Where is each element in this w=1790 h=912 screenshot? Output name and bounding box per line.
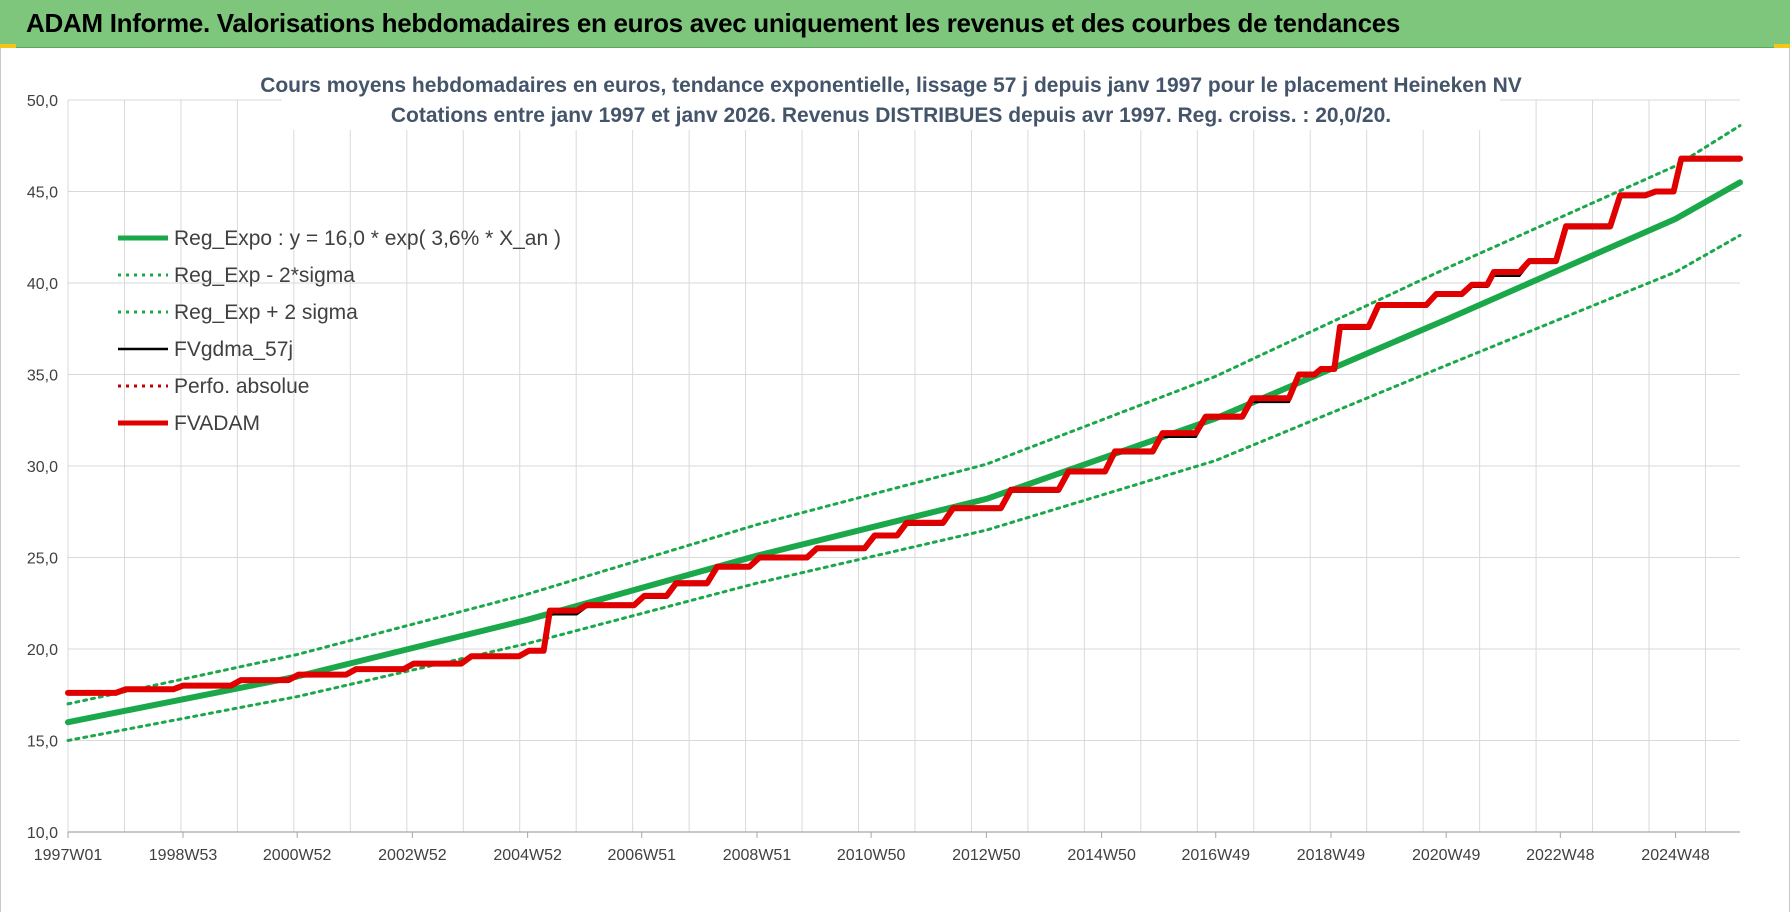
series-line-reg-exp	[66, 233, 1742, 742]
report-title: ADAM Informe. Valorisations hebdomadaire…	[26, 8, 1401, 38]
y-tick-label: 45,0	[27, 185, 58, 202]
title-background	[282, 66, 1500, 130]
x-tick-label: 2004W52	[493, 847, 562, 864]
series-line-reg-exp	[66, 124, 1742, 706]
corner-mark-top-left	[0, 44, 16, 48]
series-line-fvadam	[65, 155, 1743, 696]
legend-label: FVgdma_57j	[174, 338, 293, 361]
legend-label: Reg_Exp - 2*sigma	[174, 264, 355, 287]
y-tick-label: 40,0	[27, 276, 58, 293]
x-axis-ticks: 1997W01 1998W53 2000W52 2002W52 2004W52 2006W…	[34, 831, 1740, 864]
series-layer	[65, 124, 1743, 742]
y-tick-label: 50,0	[27, 93, 58, 110]
legend-label: FVADAM	[174, 412, 260, 435]
y-tick-label: 35,0	[27, 368, 58, 385]
x-tick-label: 2012W50	[952, 847, 1021, 864]
grid-lines	[67, 99, 1740, 833]
x-tick-label: 2002W52	[378, 847, 447, 864]
x-tick-label: 2014W50	[1067, 847, 1136, 864]
legend-label: Perfo. absolue	[174, 375, 309, 398]
series-line-reg-expo	[65, 179, 1743, 726]
x-tick-label: 2000W52	[263, 847, 332, 864]
x-tick-label: 2020W49	[1412, 847, 1481, 864]
x-tick-label: 2006W51	[608, 847, 677, 864]
chart-title: Cours moyens hebdomadaires en euros, ten…	[260, 74, 1522, 97]
x-tick-label: 2016W49	[1181, 847, 1250, 864]
y-tick-label: 25,0	[27, 551, 58, 568]
y-tick-label: 10,0	[27, 825, 58, 842]
x-tick-label: 2022W48	[1526, 847, 1595, 864]
trend-chart: 10,0 15,0 20,0 25,0 30,0 35,0 40,0 45,0 50,0 199…	[27, 66, 1743, 864]
x-tick-label: 2008W51	[723, 847, 792, 864]
corner-mark-top-right	[1774, 44, 1790, 48]
x-tick-label: 1998W53	[149, 847, 218, 864]
chart-subtitle: Cotations entre janv 1997 et janv 2026. …	[391, 104, 1391, 127]
legend: Reg_Expo : y = 16,0 * exp( 3,6% * X_an )…	[118, 227, 561, 435]
x-tick-label: 1997W01	[34, 847, 103, 864]
x-tick-label: 2024W48	[1641, 847, 1710, 864]
y-tick-label: 15,0	[27, 734, 58, 751]
legend-label: Reg_Expo : y = 16,0 * exp( 3,6% * X_an )	[174, 227, 561, 250]
legend-label: Reg_Exp + 2 sigma	[174, 301, 358, 324]
y-tick-label: 20,0	[27, 642, 58, 659]
x-tick-label: 2010W50	[837, 847, 906, 864]
y-tick-label: 30,0	[27, 459, 58, 476]
x-tick-label: 2018W49	[1297, 847, 1366, 864]
y-axis-ticks: 10,0 15,0 20,0 25,0 30,0 35,0 40,0 45,0 50,0	[27, 93, 58, 842]
report-banner: ADAM Informe. Valorisations hebdomadaire…	[0, 0, 1790, 48]
